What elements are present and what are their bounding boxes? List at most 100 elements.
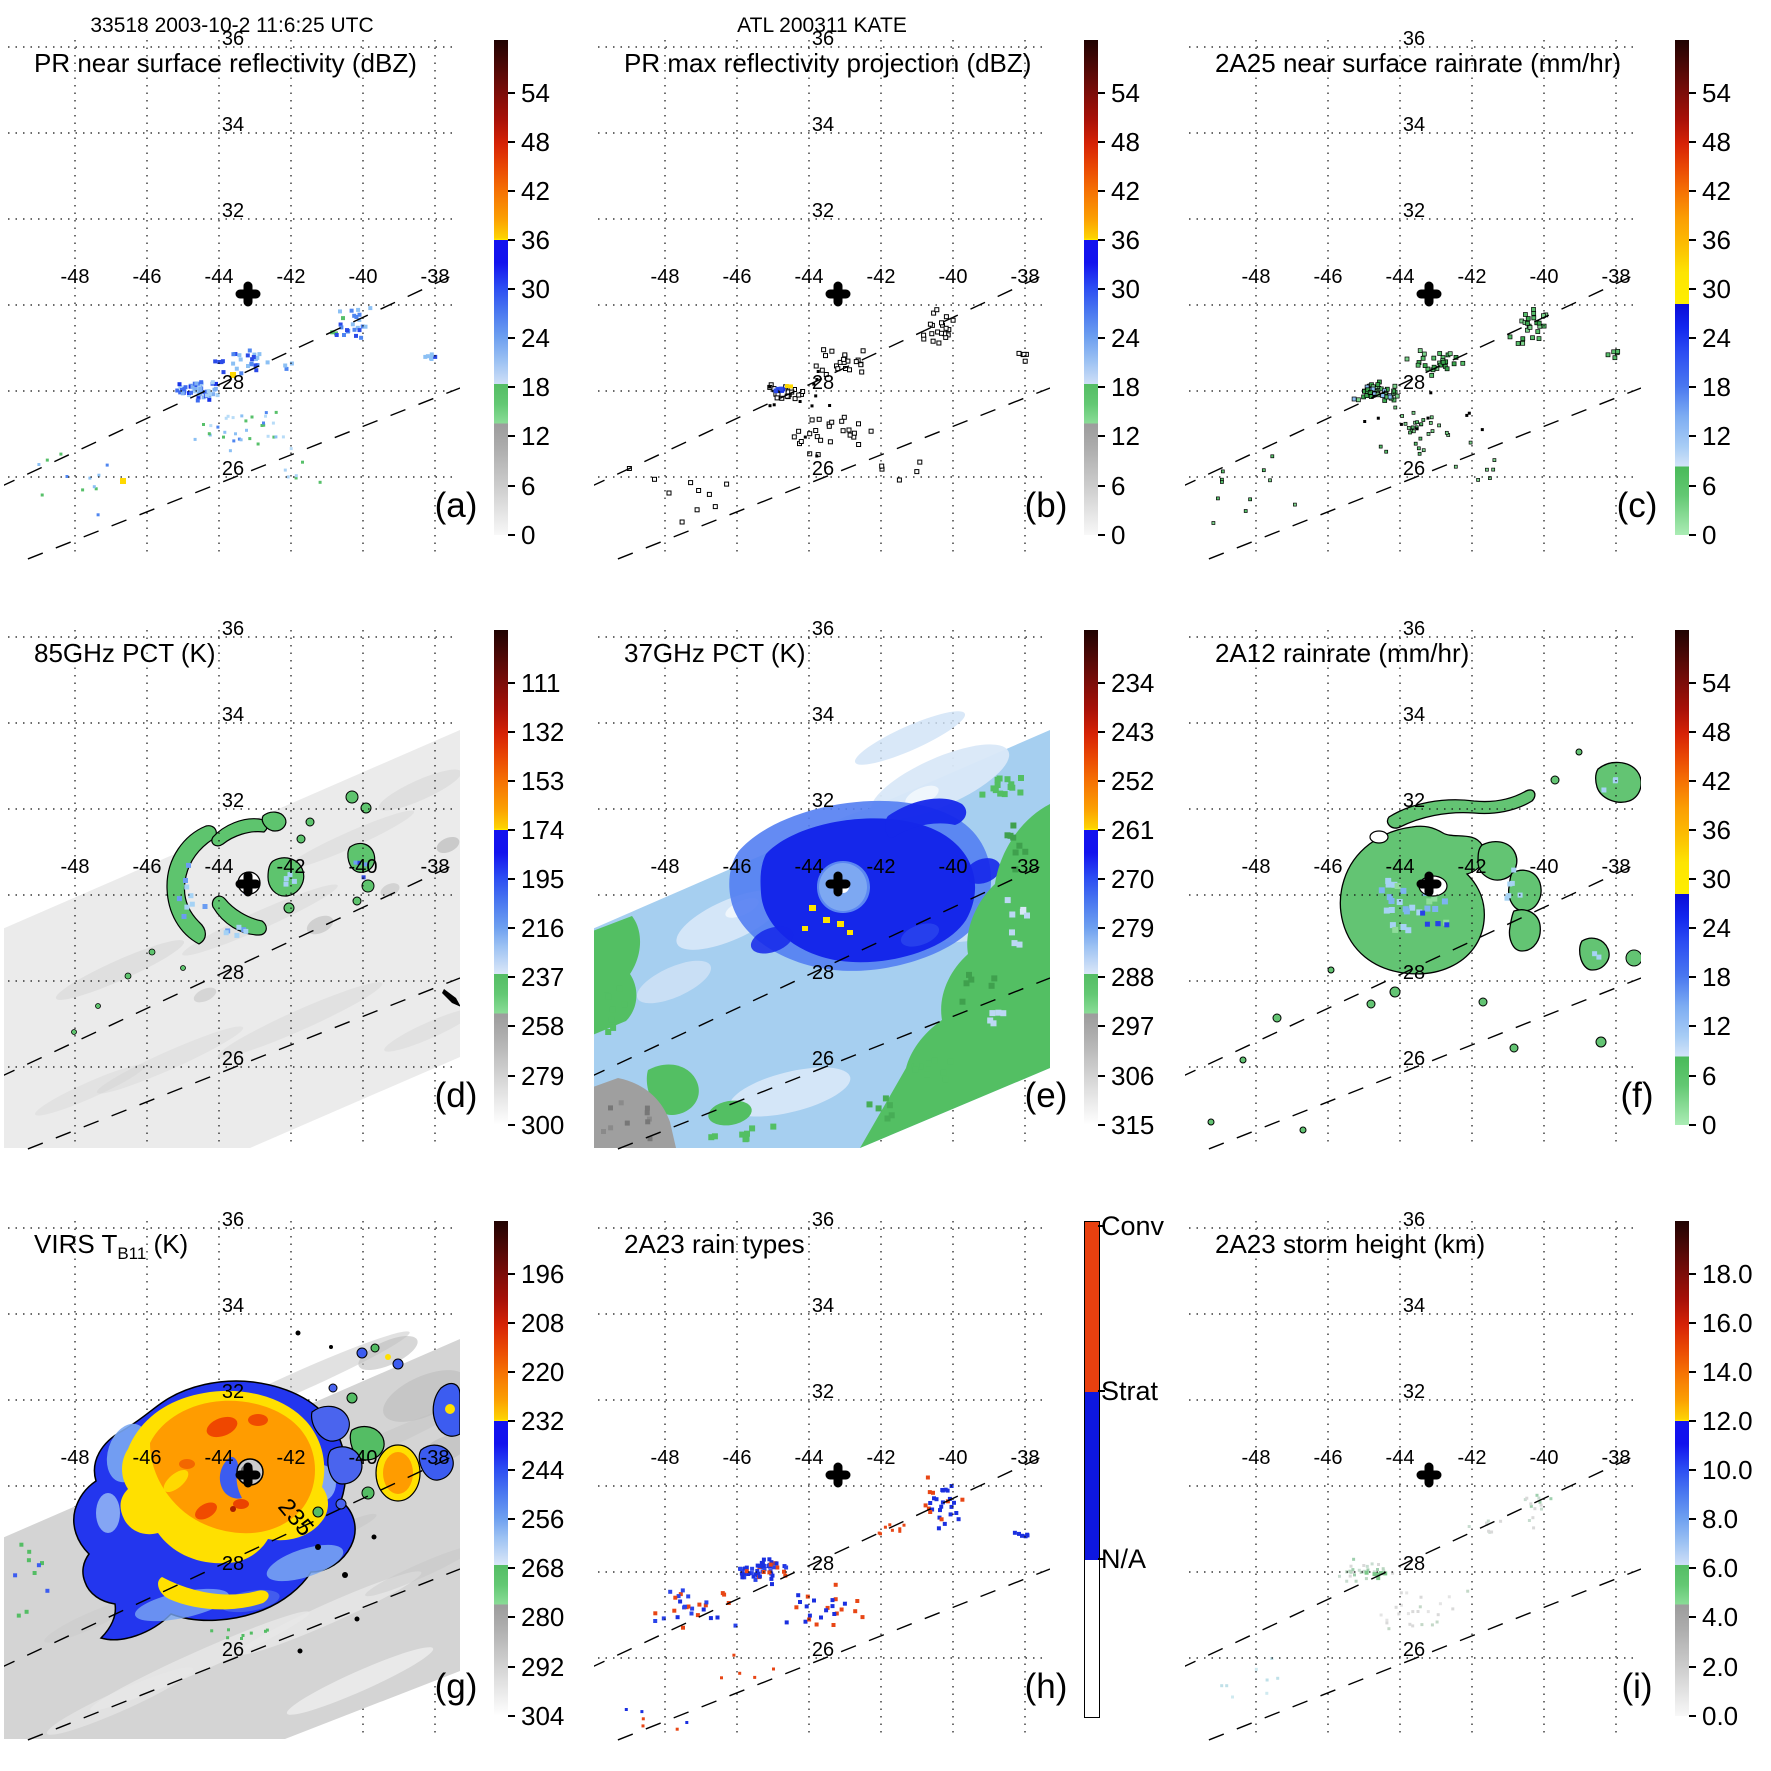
data-pixel [1405, 927, 1412, 934]
data-pixel [283, 881, 289, 887]
data-pixel [947, 1058, 954, 1065]
data-blob [646, 1064, 699, 1115]
lon-label: -38 [1601, 856, 1631, 878]
data-pixel [1392, 383, 1398, 389]
data-pixel [1531, 310, 1537, 316]
data-pixel [640, 1710, 644, 1714]
data-pixel [960, 1497, 965, 1502]
data-pixel [694, 507, 700, 513]
data-pixel [618, 1100, 624, 1106]
colorbar-label: 18 [1111, 372, 1140, 403]
data-pixel [291, 878, 297, 884]
data-pixel [253, 357, 258, 361]
swath-edge-dashed-line [4, 861, 460, 1076]
lon-label: -42 [1457, 266, 1487, 288]
colorbar-g [494, 1221, 508, 1716]
data-patch [266, 1544, 344, 1582]
data-pixel [1004, 897, 1011, 904]
data-pixel [1531, 307, 1536, 312]
data-pixel [1435, 1620, 1439, 1624]
data-pixel [647, 1136, 653, 1142]
lat-label: 26 [811, 1639, 835, 1661]
data-pixel [1338, 1574, 1341, 1578]
lon-label: -48 [1241, 266, 1271, 288]
colorbar-tick [1689, 1616, 1696, 1619]
colorbar-label: 280 [521, 1602, 565, 1633]
colorbar-tick [1689, 1714, 1696, 1717]
data-pixel [19, 1542, 24, 1547]
data-pixel [1426, 898, 1433, 905]
data-pixel [1378, 1571, 1383, 1576]
data-dot [1575, 748, 1583, 756]
lon-label: -40 [348, 1447, 378, 1469]
data-pixel [1420, 355, 1426, 361]
data-pixel [1243, 509, 1248, 513]
data-patch [900, 923, 940, 947]
data-dot [71, 1029, 77, 1035]
colorbar-tick [508, 1025, 515, 1028]
lon-label: -46 [132, 1447, 162, 1469]
panel-letter: (d) [434, 1076, 478, 1115]
colorbar-tick [1689, 386, 1696, 389]
data-pixel [1426, 1610, 1430, 1614]
data-pixel [1349, 1570, 1353, 1574]
data-pixel [896, 477, 902, 483]
data-pixel [1261, 468, 1266, 473]
data-pixel [720, 1676, 723, 1680]
data-pixel [204, 393, 209, 398]
swath-edge-dashed-line [613, 1568, 1050, 1741]
lon-label: -38 [420, 1447, 450, 1469]
colorbar-tick [508, 877, 515, 880]
data-pixel [886, 1102, 893, 1109]
data-pixel [782, 1569, 786, 1574]
data-pixel [1386, 894, 1393, 901]
data-dot [1550, 775, 1560, 785]
data-dot [283, 902, 295, 914]
data-pixel [1359, 1570, 1363, 1574]
data-pixel [241, 1634, 245, 1637]
data-pixel [1394, 1605, 1398, 1609]
data-pixel [912, 1066, 919, 1073]
lat-label: 32 [1402, 200, 1426, 222]
data-pixel [429, 352, 434, 357]
lon-label: -38 [1601, 266, 1631, 288]
data-pixel [683, 1604, 687, 1609]
data-pixel [1420, 910, 1426, 916]
colorbar-label: 54 [521, 77, 550, 108]
data-patch [35, 1064, 145, 1116]
data-pixel [1487, 1529, 1491, 1533]
data-pixel [193, 437, 197, 441]
colorbar-label: N/A [1101, 1544, 1147, 1575]
lon-label: -48 [650, 1447, 680, 1469]
data-pixel [807, 451, 813, 457]
data-pixel [757, 1574, 762, 1579]
data-pixel [1490, 1530, 1494, 1534]
data-patch [384, 1008, 460, 1052]
data-pixel [956, 1517, 961, 1522]
data-pixel [814, 394, 818, 398]
data-pixel [294, 476, 298, 480]
lon-label: -38 [420, 266, 450, 288]
storm-center-marker-icon [825, 871, 851, 897]
colorbar-tick [508, 1272, 515, 1275]
colorbar-e [1084, 630, 1098, 1125]
colorbar-tick [1098, 828, 1105, 831]
data-pixel [186, 862, 191, 868]
data-pixel [1530, 335, 1535, 341]
data-pixel [756, 1571, 761, 1576]
data-pixel [40, 493, 44, 497]
data-pixel [644, 1105, 650, 1111]
data-dot [1509, 1043, 1519, 1053]
data-pixel [948, 1512, 953, 1517]
data-pixel [240, 1637, 243, 1640]
data-blob [261, 811, 287, 832]
data-pixel [703, 1603, 708, 1608]
data-patch [436, 836, 460, 854]
data-pixel [1356, 397, 1361, 403]
colorbar-label: 12 [1702, 421, 1731, 452]
lat-label: 36 [811, 28, 835, 50]
colorbar-label: 6 [1702, 470, 1717, 501]
swath-edge-dashed-line [594, 1452, 1050, 1667]
data-pixel [1424, 905, 1431, 912]
